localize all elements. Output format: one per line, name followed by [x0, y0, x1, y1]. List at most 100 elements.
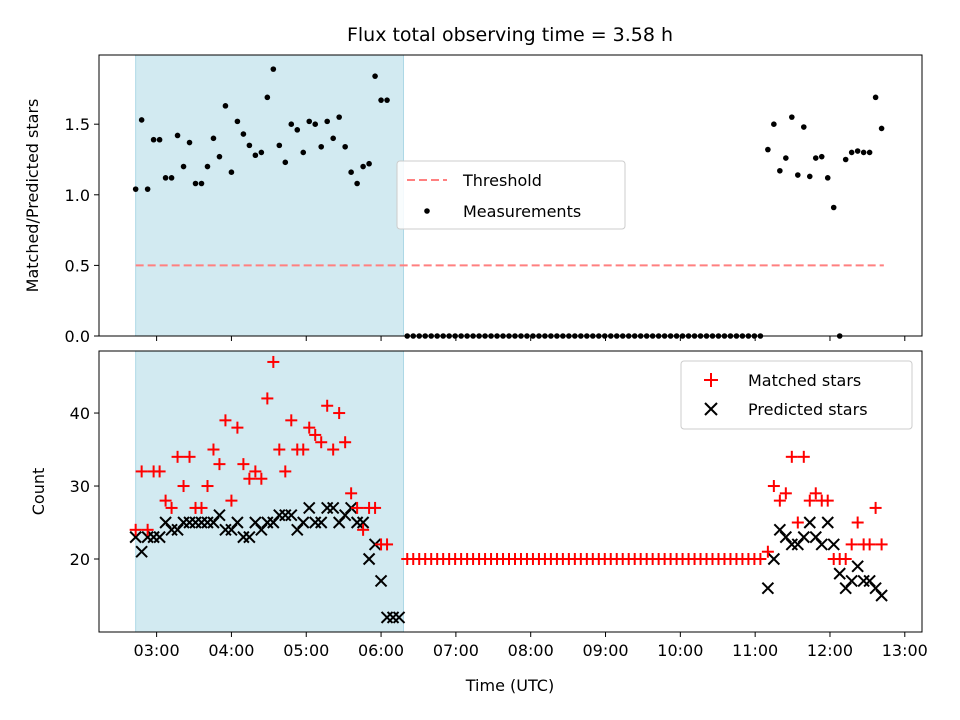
- predicted-star-point: [129, 530, 142, 544]
- measurement-point: [354, 180, 360, 187]
- matched-star-point: [297, 443, 310, 456]
- measurement-point: [258, 149, 265, 156]
- x-tick-label: 03:00: [134, 641, 180, 660]
- measurement-point: [294, 127, 301, 133]
- shaded-region-bottom: [135, 350, 405, 633]
- matched-star-point: [285, 414, 298, 427]
- matched-star-point: [183, 450, 196, 463]
- legend-box-top: [396, 160, 626, 230]
- predicted-star-point: [213, 509, 226, 522]
- matched-star-point: [839, 553, 852, 566]
- matched-star-point: [249, 465, 262, 478]
- legend-predicted-label: Predicted stars: [748, 400, 868, 419]
- predicted-star-point: [326, 501, 340, 515]
- matched-star-point: [333, 407, 346, 420]
- matched-star-point: [303, 421, 316, 434]
- matched-star-point: [231, 421, 244, 434]
- y-tick-label-bottom: 20: [70, 550, 90, 569]
- matched-star-point: [243, 472, 256, 485]
- measurement-point: [216, 153, 223, 160]
- measurement-point: [264, 94, 271, 101]
- matched-star-point: [153, 465, 166, 478]
- measurement-point: [348, 169, 354, 176]
- measurement-point: [372, 73, 378, 79]
- measurement-point: [246, 142, 253, 149]
- measurement-point: [204, 163, 211, 170]
- measurement-point: [866, 149, 873, 156]
- measurement-point: [789, 114, 795, 120]
- legend-threshold-label: Threshold: [462, 171, 542, 190]
- axes-frame-bottom: [98, 350, 923, 633]
- predicted-star-point: [315, 516, 328, 529]
- measurement-point: [842, 156, 849, 163]
- x-tick-label: 08:00: [508, 641, 554, 660]
- measurement-point: [384, 97, 390, 103]
- shaded-region-top: [135, 54, 405, 337]
- axes-frame-top: [98, 54, 923, 337]
- predicted-star-point: [821, 516, 834, 529]
- x-tick-label: 13:00: [882, 641, 928, 660]
- measurement-point: [132, 186, 139, 192]
- measurement-point: [240, 131, 247, 137]
- legend-predicted-swatch: [704, 402, 718, 416]
- matched-star-point: [255, 472, 268, 485]
- matched-star-point: [219, 414, 232, 427]
- measurement-point: [800, 124, 807, 130]
- measurement-point: [330, 135, 336, 142]
- legend-matched-label: Matched stars: [748, 371, 861, 390]
- measurement-point: [252, 152, 259, 159]
- matched-star-point: [159, 494, 172, 507]
- predicted-star-point: [845, 574, 858, 588]
- matched-star-point: [135, 465, 148, 478]
- y-tick-label-top: 1.5: [65, 115, 90, 134]
- matched-star-point: [381, 538, 394, 551]
- predicted-star-point: [135, 545, 148, 558]
- measurement-point: [156, 136, 163, 143]
- legend-top: Threshold Measurements: [396, 160, 626, 230]
- measurement-point: [162, 175, 169, 181]
- predicted-star-point: [833, 567, 846, 580]
- measurement-point: [192, 180, 199, 187]
- measurement-point: [765, 146, 771, 153]
- matched-star-point: [345, 487, 358, 500]
- predicted-star-point: [153, 530, 166, 544]
- matched-star-point: [754, 553, 767, 566]
- matched-star-point: [821, 494, 834, 507]
- measurement-point: [771, 121, 777, 127]
- x-axis-label: Time (UTC): [465, 676, 554, 695]
- matched-star-point: [279, 465, 292, 478]
- measurement-point: [342, 143, 348, 150]
- measurement-point: [777, 167, 783, 174]
- y-tick-label-top: 0.5: [65, 256, 90, 275]
- measurement-point: [222, 103, 229, 109]
- measurement-point: [878, 125, 885, 132]
- matched-star-point: [207, 443, 220, 456]
- measurement-point: [806, 173, 813, 180]
- measurement-point: [360, 163, 366, 170]
- matched-star-point: [351, 501, 364, 514]
- measurement-point: [138, 117, 145, 123]
- matched-star-point: [773, 494, 786, 507]
- legend-box-bottom: [680, 360, 913, 430]
- matched-star-point: [797, 450, 810, 463]
- x-tick-label: 05:00: [283, 641, 329, 660]
- measurement-point: [830, 204, 837, 211]
- x-tick-label: 04:00: [208, 641, 254, 660]
- matched-star-point: [225, 494, 238, 507]
- measurement-point: [860, 149, 867, 156]
- matched-star-point: [213, 458, 226, 471]
- measurement-point: [378, 97, 384, 103]
- matched-star-point: [851, 516, 864, 529]
- measurement-point: [228, 169, 235, 176]
- measurement-point: [848, 149, 855, 156]
- y-tick-label-top: 1.0: [65, 186, 90, 205]
- x-tick-label: 12:00: [807, 641, 853, 660]
- predicted-star-point: [761, 582, 775, 595]
- matched-star-point: [309, 428, 322, 441]
- predicted-star-point: [875, 589, 888, 602]
- legend-bottom: Matched stars Predicted stars: [680, 360, 913, 430]
- panel-ratio: 0.0 0.5 1.0 1.5 Matched/Predicted stars Thr…: [23, 54, 923, 346]
- predicted-star-point: [374, 574, 388, 588]
- measurement-point: [276, 142, 283, 149]
- predicted-star-point: [392, 611, 406, 624]
